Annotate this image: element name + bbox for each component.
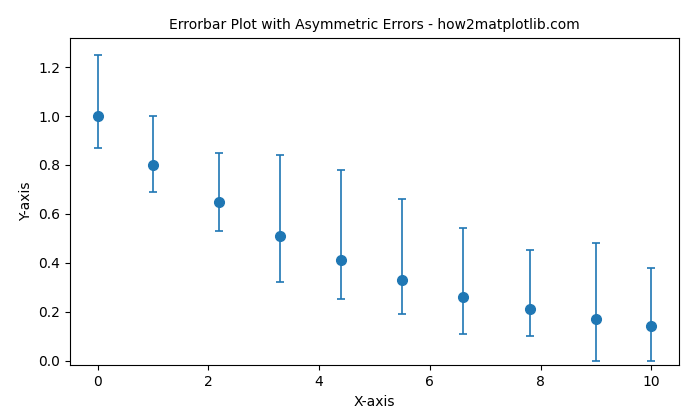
Title: Errorbar Plot with Asymmetric Errors - how2matplotlib.com: Errorbar Plot with Asymmetric Errors - h… (169, 18, 580, 32)
Y-axis label: Y-axis: Y-axis (19, 182, 33, 221)
X-axis label: X-axis: X-axis (354, 395, 395, 409)
